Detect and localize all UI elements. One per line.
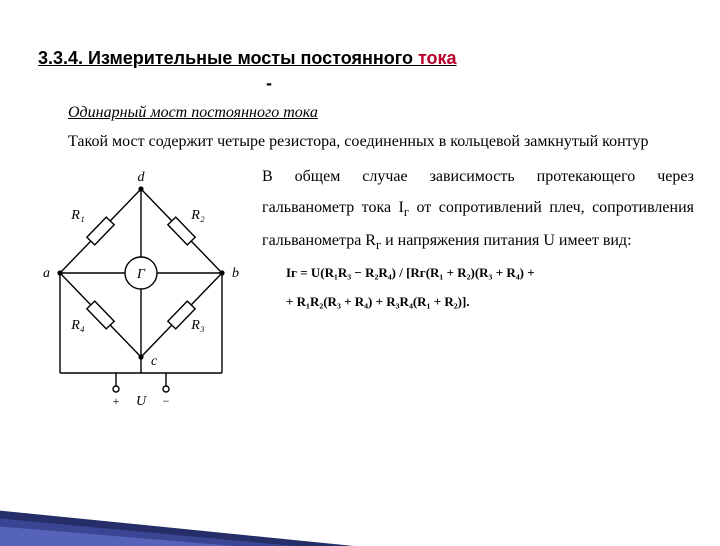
section-title: 3.3.4. Измерительные мосты постоянного т…: [38, 48, 700, 69]
svg-text:c: c: [151, 354, 158, 369]
svg-text:R₁: R₁: [70, 208, 84, 223]
title-dash: -: [38, 73, 700, 94]
formula-line-2: + R₁R₂(R₃ + R₄) + R₃R₄(R₁ + R₂)].: [286, 294, 470, 309]
svg-text:−: −: [163, 394, 170, 408]
svg-text:R₃: R₃: [190, 318, 205, 333]
svg-text:+: +: [113, 394, 120, 408]
formula: Iг = U(R₁R₃ − R₂R₄) / [Rг(R₁ + R₂)(R₃ + …: [262, 259, 694, 316]
svg-text:R₄: R₄: [70, 318, 85, 333]
title-accent: тока: [418, 48, 457, 68]
svg-text:a: a: [43, 266, 50, 281]
svg-text:U: U: [136, 394, 147, 409]
subtitle: Одинарный мост постоянного тока: [68, 104, 700, 122]
intro-text: Такой мост содержит четыре резистора, со…: [38, 130, 700, 155]
title-prefix: 3.3.4. Измерительные мосты постоянного: [38, 48, 418, 68]
svg-text:b: b: [232, 266, 239, 281]
svg-text:Г: Г: [136, 267, 146, 282]
decorative-wedge: [0, 502, 354, 546]
svg-text:R₂: R₂: [190, 208, 205, 223]
para-3: и напряжения питания U имеет вид:: [381, 232, 631, 249]
body-text: В общем случае зависимость протекающего …: [262, 161, 700, 316]
formula-line-1: Iг = U(R₁R₃ − R₂R₄) / [Rг(R₁ + R₂)(R₃ + …: [286, 265, 535, 280]
circuit-diagram: Г + − Ua b c d R₁ R₂ R₃ R₄: [38, 161, 248, 411]
svg-text:d: d: [138, 170, 146, 185]
